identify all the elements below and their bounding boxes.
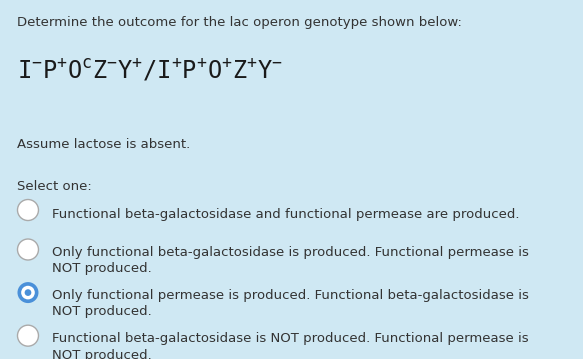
Text: Only functional beta-galactosidase is produced. Functional permease is
NOT produ: Only functional beta-galactosidase is pr… (52, 246, 529, 275)
Ellipse shape (17, 200, 38, 220)
Text: Only functional permease is produced. Functional beta-galactosidase is
NOT produ: Only functional permease is produced. Fu… (52, 289, 529, 318)
Ellipse shape (17, 239, 38, 260)
Text: Select one:: Select one: (17, 180, 92, 192)
Text: Functional beta-galactosidase and functional permease are produced.: Functional beta-galactosidase and functi… (52, 208, 520, 221)
Text: Determine the outcome for the lac operon genotype shown below:: Determine the outcome for the lac operon… (17, 16, 462, 29)
Text: $\mathtt{I^{-}P^{+}O^{c}Z^{-}Y^{+}/I^{+}P^{+}O^{+}Z^{+}Y^{-}}$: $\mathtt{I^{-}P^{+}O^{c}Z^{-}Y^{+}/I^{+}… (17, 57, 283, 83)
Ellipse shape (24, 289, 31, 296)
Ellipse shape (21, 286, 35, 299)
Text: Assume lactose is absent.: Assume lactose is absent. (17, 138, 191, 151)
Ellipse shape (17, 325, 38, 346)
Ellipse shape (17, 282, 38, 303)
Text: Functional beta-galactosidase is NOT produced. Functional permease is
NOT produc: Functional beta-galactosidase is NOT pro… (52, 332, 529, 359)
